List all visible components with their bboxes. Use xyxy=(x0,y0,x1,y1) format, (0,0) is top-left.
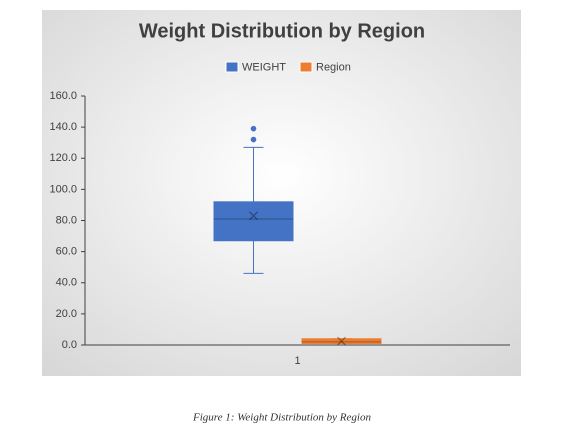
legend-swatch xyxy=(225,61,239,73)
outlier xyxy=(250,125,257,132)
legend-label: Region xyxy=(316,61,351,73)
y-tick-label: 40.0 xyxy=(56,277,77,289)
outlier xyxy=(250,136,257,143)
y-tick-label: 80.0 xyxy=(56,214,77,226)
chart-title: Weight Distribution by Region xyxy=(139,20,425,42)
y-tick-label: 160.0 xyxy=(49,90,77,102)
box xyxy=(213,201,294,242)
legend-label: WEIGHT xyxy=(242,61,286,73)
y-tick-label: 0.0 xyxy=(62,339,77,351)
mean-marker xyxy=(249,211,258,221)
mean-marker xyxy=(337,336,346,346)
y-tick-label: 100.0 xyxy=(49,183,77,195)
legend-swatch xyxy=(299,61,313,73)
y-tick-label: 60.0 xyxy=(56,246,77,258)
y-tick-label: 20.0 xyxy=(56,308,77,320)
box xyxy=(301,338,382,344)
y-tick-label: 120.0 xyxy=(49,152,77,164)
x-tick-label: 1 xyxy=(294,355,300,367)
figure-caption: Figure 1: Weight Distribution by Region xyxy=(192,412,371,424)
y-tick-label: 140.0 xyxy=(49,121,77,133)
chart-background xyxy=(42,10,521,376)
